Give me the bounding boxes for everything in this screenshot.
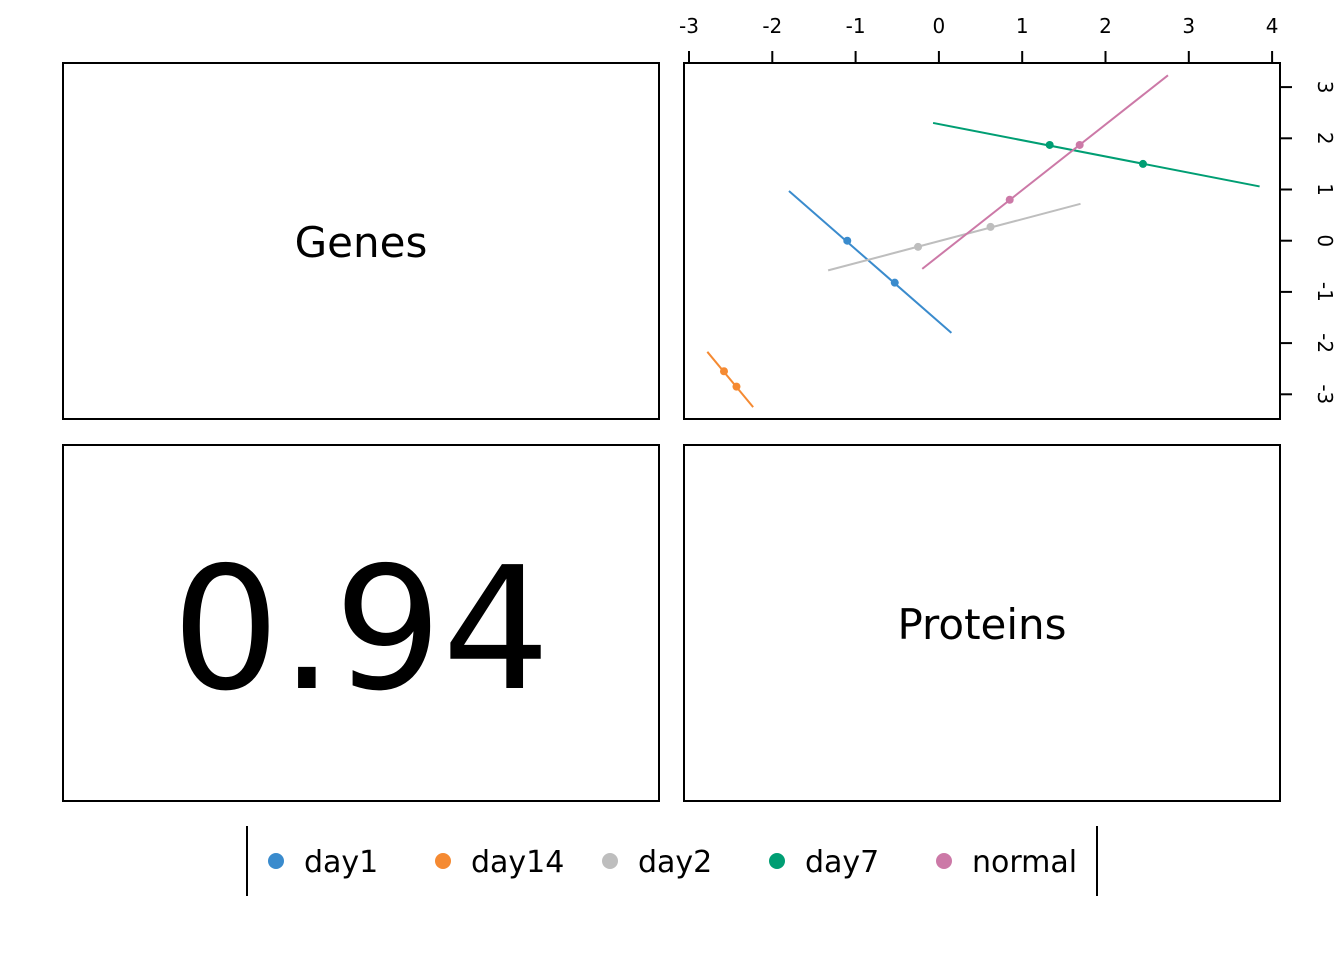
- legend-label: day1: [304, 845, 378, 880]
- point-day1: [890, 278, 899, 287]
- x-tick-label: 2: [1099, 14, 1112, 38]
- x-tick-label: -3: [679, 14, 699, 38]
- point-normal: [1075, 140, 1084, 149]
- series-day14: [706, 351, 754, 408]
- y-tick-label: -3: [1313, 384, 1337, 404]
- fit-line-day2: [827, 202, 1081, 272]
- y-axis-right: -3 -2 -1 0 1 2 3: [1279, 81, 1337, 404]
- y-tick-label: -2: [1313, 333, 1337, 353]
- point-day14: [732, 382, 741, 391]
- point-day14: [719, 367, 728, 376]
- fit-line-day1: [788, 190, 953, 334]
- series-day7: [932, 121, 1260, 188]
- y-tick-label: 3: [1313, 81, 1337, 94]
- x-tick-label: 1: [1016, 14, 1029, 38]
- series-day2: [827, 202, 1081, 272]
- x-axis-top: -3 -2 -1 0 1 2 3 4: [679, 14, 1279, 64]
- series-layer: [706, 74, 1260, 408]
- x-tick-label: -2: [762, 14, 782, 38]
- point-day2: [914, 242, 923, 251]
- diag-label-proteins: Proteins: [897, 600, 1066, 649]
- legend-marker: [769, 853, 785, 869]
- point-day7: [1138, 159, 1147, 168]
- fit-line-day14: [706, 351, 754, 408]
- panel-correlation: [62, 444, 660, 802]
- y-tick-label: -1: [1313, 282, 1337, 302]
- legend: day1 day14 day2 day7 normal: [246, 826, 1098, 896]
- panel-proteins: [683, 444, 1281, 802]
- legend-item-normal: normal: [936, 845, 1077, 880]
- x-tick-label: 3: [1182, 14, 1195, 38]
- legend-label: normal: [972, 845, 1077, 880]
- legend-item-day1: day1: [268, 845, 378, 880]
- fit-line-normal: [921, 74, 1169, 270]
- y-tick-label: 1: [1313, 183, 1337, 196]
- point-normal: [1005, 195, 1014, 204]
- legend-item-day14: day14: [435, 845, 564, 880]
- x-tick-label: 4: [1266, 14, 1279, 38]
- series-day1: [788, 190, 953, 334]
- legend-marker: [268, 853, 284, 869]
- fit-line-day7: [932, 121, 1260, 188]
- legend-marker: [435, 853, 451, 869]
- panel-genes: [62, 62, 660, 420]
- series-normal: [921, 74, 1169, 270]
- y-tick-label: 2: [1313, 132, 1337, 145]
- x-tick-label: -1: [846, 14, 866, 38]
- diag-label-genes: Genes: [295, 218, 428, 267]
- x-tick-label: 0: [933, 14, 946, 38]
- point-day1: [843, 236, 852, 245]
- legend-label: day7: [805, 845, 879, 880]
- legend-item-day7: day7: [769, 845, 879, 880]
- y-tick-label: 0: [1313, 234, 1337, 247]
- panel-scatter: [683, 62, 1281, 420]
- legend-item-day2: day2: [602, 845, 712, 880]
- correlation-value: 0.94: [172, 531, 551, 729]
- point-day2: [986, 222, 995, 231]
- legend-marker: [936, 853, 952, 869]
- legend-marker: [602, 853, 618, 869]
- point-day7: [1045, 140, 1054, 149]
- legend-label: day2: [638, 845, 712, 880]
- legend-label: day14: [471, 845, 564, 880]
